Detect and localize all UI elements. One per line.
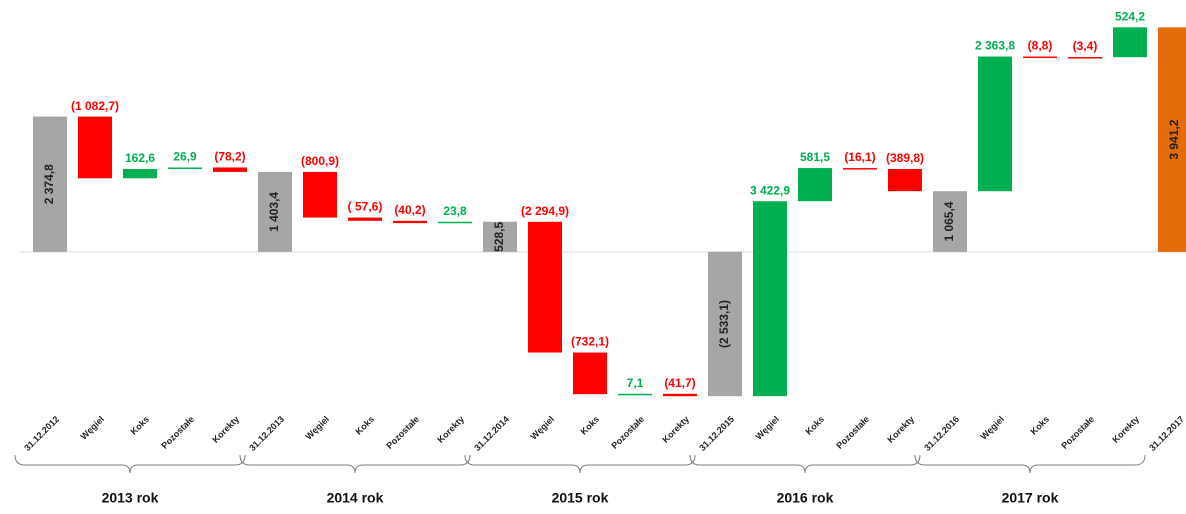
x-tick-label: Pozostałe [159, 414, 196, 451]
value-label: ( 57,6) [348, 200, 383, 214]
bar [168, 167, 202, 170]
group-brace [14, 454, 246, 474]
x-tick-label: Korekty [1110, 414, 1141, 445]
value-label: 26,9 [173, 150, 197, 164]
value-label: 1 065,4 [942, 201, 956, 241]
value-label: 1 403,4 [267, 192, 281, 232]
x-tick-label: 31.12.2015 [697, 414, 736, 453]
value-label: (2 294,9) [521, 204, 569, 218]
bar [1068, 57, 1102, 59]
x-tick-label: 31.12.2013 [247, 414, 286, 453]
x-tick-label: Koks [128, 414, 151, 437]
x-tick-label: Koks [1028, 414, 1051, 437]
bar [483, 221, 517, 252]
value-label: (800,9) [301, 154, 339, 168]
bar [213, 167, 247, 172]
x-tick-label: Koks [353, 414, 376, 437]
x-tick-label: 31.12.2012 [22, 414, 61, 453]
value-label: 3 941,2 [1167, 119, 1181, 159]
value-label: (1 082,7) [71, 99, 119, 113]
x-tick-label: Węgiel [754, 414, 782, 442]
bar [1113, 27, 1147, 58]
group-label: 2015 rok [552, 490, 609, 506]
value-label: (40,2) [394, 203, 425, 217]
group-label: 2017 rok [1002, 490, 1059, 506]
value-label: 524,2 [1115, 10, 1145, 24]
bar [528, 221, 562, 353]
bar [33, 116, 67, 252]
bar [348, 217, 382, 221]
bar [708, 251, 742, 397]
x-tick-label: Koks [578, 414, 601, 437]
bar [393, 220, 427, 224]
value-label: 581,5 [800, 150, 830, 164]
x-tick-label: 31.12.2017 [1147, 414, 1186, 453]
x-tick-label: Pozostałe [834, 414, 871, 451]
x-tick-label: 31.12.2016 [922, 414, 961, 453]
group-brace [689, 454, 921, 474]
x-tick-label: Korekty [885, 414, 916, 445]
bar [798, 168, 832, 202]
bar [258, 171, 292, 252]
bar [663, 393, 697, 397]
value-label: 2 363,8 [975, 39, 1015, 53]
bar [78, 116, 112, 179]
bar [933, 191, 967, 252]
bar [123, 169, 157, 179]
bar [843, 168, 877, 170]
value-label: (8,8) [1028, 39, 1053, 53]
group-brace [914, 454, 1146, 474]
x-tick-label: Pozostałe [1059, 414, 1096, 451]
x-tick-label: Węgiel [304, 414, 332, 442]
bar [753, 201, 787, 397]
x-tick-label: Koks [803, 414, 826, 437]
bar [888, 168, 922, 192]
group-label: 2013 rok [102, 490, 159, 506]
value-label: (732,1) [571, 335, 609, 349]
bar [618, 393, 652, 396]
x-tick-label: Korekty [660, 414, 691, 445]
group-label: 2014 rok [327, 490, 384, 506]
x-tick-label: 31.12.2014 [472, 414, 511, 453]
value-label: 2 374,8 [42, 164, 56, 204]
bar [1158, 27, 1186, 252]
x-tick-label: Korekty [210, 414, 241, 445]
x-tick-label: Pozostałe [609, 414, 646, 451]
value-label: (3,4) [1073, 39, 1098, 53]
x-tick-label: Pozostałe [384, 414, 421, 451]
x-tick-label: Węgiel [79, 414, 107, 442]
bar [573, 352, 607, 395]
value-label: 3 422,9 [750, 183, 790, 197]
value-label: (389,8) [886, 151, 924, 165]
value-label: 7,1 [627, 376, 644, 390]
value-label: (41,7) [664, 376, 695, 390]
value-label: 162,6 [125, 151, 155, 165]
value-label: 23,8 [443, 204, 467, 218]
x-tick-label: Węgiel [979, 414, 1007, 442]
value-label: (78,2) [214, 150, 245, 164]
value-label: (2 533,1) [717, 300, 731, 348]
group-brace [239, 454, 471, 474]
bar [1023, 56, 1057, 59]
group-label: 2016 rok [777, 490, 834, 506]
value-label: 528,5 [492, 221, 506, 251]
group-brace [464, 454, 696, 474]
bar [438, 221, 472, 224]
x-tick-label: Korekty [435, 414, 466, 445]
value-label: (16,1) [844, 150, 875, 164]
bar [978, 56, 1012, 192]
x-tick-label: Węgiel [529, 414, 557, 442]
bar [303, 171, 337, 218]
